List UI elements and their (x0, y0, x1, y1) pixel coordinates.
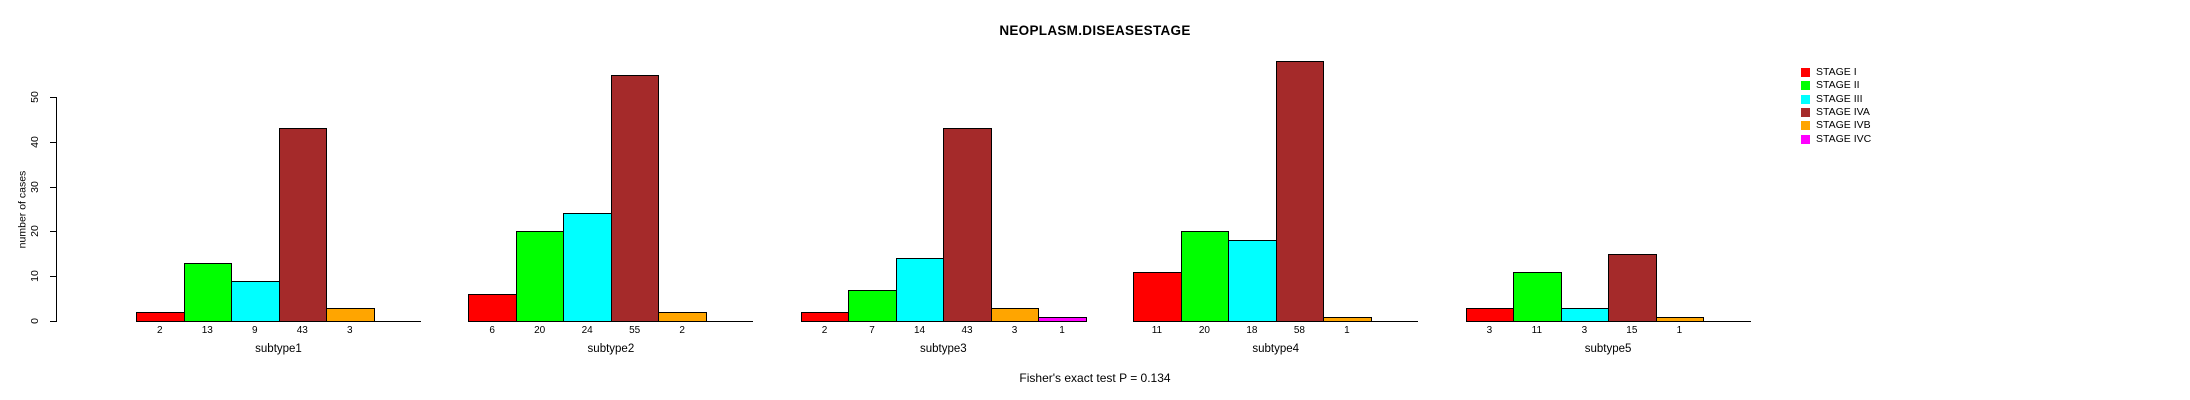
bar (563, 213, 612, 322)
y-axis-tick-label: 10 (29, 270, 41, 283)
legend-item: STAGE IVA (1801, 107, 1921, 118)
legend-label: STAGE IVB (1816, 119, 1871, 132)
bar-value-label: 1 (1676, 325, 1683, 336)
bar-value-label: 3 (1486, 325, 1493, 336)
y-axis-tick (50, 186, 57, 188)
category-label: subtype4 (1252, 343, 1300, 355)
legend-item: STAGE II (1801, 80, 1921, 91)
y-axis-tick-label: 20 (29, 225, 41, 238)
bar (943, 128, 992, 322)
legend-label: STAGE IVA (1816, 106, 1870, 119)
bar-value-label: 13 (201, 325, 213, 336)
bar-value-label: 9 (251, 325, 258, 336)
bar-value-label: 55 (629, 325, 641, 336)
legend-item: STAGE I (1801, 67, 1921, 78)
legend-swatch (1801, 121, 1810, 131)
legend-label: STAGE IVC (1816, 132, 1872, 145)
legend-item: STAGE IVB (1801, 120, 1921, 131)
bar (1228, 240, 1277, 322)
y-axis-tick-label: 50 (29, 91, 41, 103)
bar-value-label: 11 (1151, 325, 1163, 336)
y-axis-tick (50, 231, 57, 233)
bar (326, 308, 375, 322)
bar-value-label: 3 (1011, 325, 1018, 336)
bar-value-label: 18 (1246, 325, 1258, 336)
bar-value-label: 3 (346, 325, 353, 336)
legend-swatch (1801, 108, 1810, 118)
legend-swatch (1801, 68, 1810, 77)
bar-value-label: 2 (156, 325, 163, 336)
y-axis-title: number of cases (16, 170, 29, 249)
y-axis-line (56, 97, 57, 322)
bar (800, 312, 850, 322)
y-axis-tick (50, 276, 57, 278)
bar (468, 294, 517, 322)
bar (895, 258, 945, 322)
y-axis-tick-label: 40 (29, 135, 41, 148)
bar (1560, 308, 1610, 322)
bar-value-label: 6 (489, 325, 495, 336)
legend-swatch (1801, 94, 1810, 104)
bar (848, 290, 897, 322)
y-axis-tick (50, 141, 57, 143)
bar-value-label: 43 (296, 325, 308, 336)
bar (1465, 308, 1515, 322)
bar-value-label: 11 (1531, 325, 1543, 336)
y-axis-tick-label: 30 (29, 180, 41, 193)
bar-value-label: 58 (1293, 325, 1305, 336)
bar-value-label: 24 (581, 325, 593, 336)
legend-item: STAGE IVC (1801, 132, 1921, 145)
category-label: subtype3 (919, 343, 967, 355)
bar-value-label: 2 (679, 325, 685, 336)
bar (136, 312, 185, 322)
legend-label: STAGE III (1816, 92, 1863, 105)
y-axis-tick (50, 97, 57, 98)
legend-label: STAGE II (1816, 79, 1860, 92)
bar-value-label: 15 (1626, 325, 1638, 336)
chart-title: NEOPLASM.DISEASESTAGE (999, 23, 1191, 38)
category-label: subtype1 (255, 343, 302, 355)
bar (610, 75, 660, 322)
legend-label: STAGE I (1816, 66, 1857, 78)
bar (1513, 272, 1562, 322)
bar-value-label: 20 (534, 325, 546, 336)
bar (1180, 231, 1230, 322)
bar-value-label: 1 (1344, 325, 1350, 336)
bar (1038, 317, 1087, 322)
bar (278, 128, 327, 322)
bar-value-label: 20 (1198, 325, 1210, 336)
bar (1655, 317, 1705, 322)
bar (1608, 254, 1657, 322)
bar (658, 312, 707, 322)
bar-value-label: 7 (869, 325, 875, 336)
category-label: subtype2 (587, 343, 635, 355)
bar (183, 263, 232, 322)
bar (231, 281, 280, 322)
y-axis-tick-label: 0 (29, 318, 41, 324)
legend-swatch (1801, 81, 1810, 91)
bar-value-label: 14 (913, 325, 926, 336)
category-label: subtype5 (1584, 343, 1632, 355)
bar-value-label: 2 (821, 325, 828, 336)
bar (990, 308, 1040, 322)
bar (1323, 317, 1372, 322)
fisher-test-annotation: Fisher's exact test P = 0.134 (1019, 371, 1171, 385)
bar (1275, 61, 1325, 322)
bar (515, 231, 565, 322)
y-axis-tick (50, 321, 57, 322)
bar (1133, 272, 1182, 322)
legend-item: STAGE III (1801, 92, 1921, 105)
bar-value-label: 1 (1059, 325, 1065, 336)
bar-value-label: 43 (961, 325, 973, 336)
bar-value-label: 3 (1581, 325, 1588, 336)
legend-swatch (1801, 134, 1810, 144)
